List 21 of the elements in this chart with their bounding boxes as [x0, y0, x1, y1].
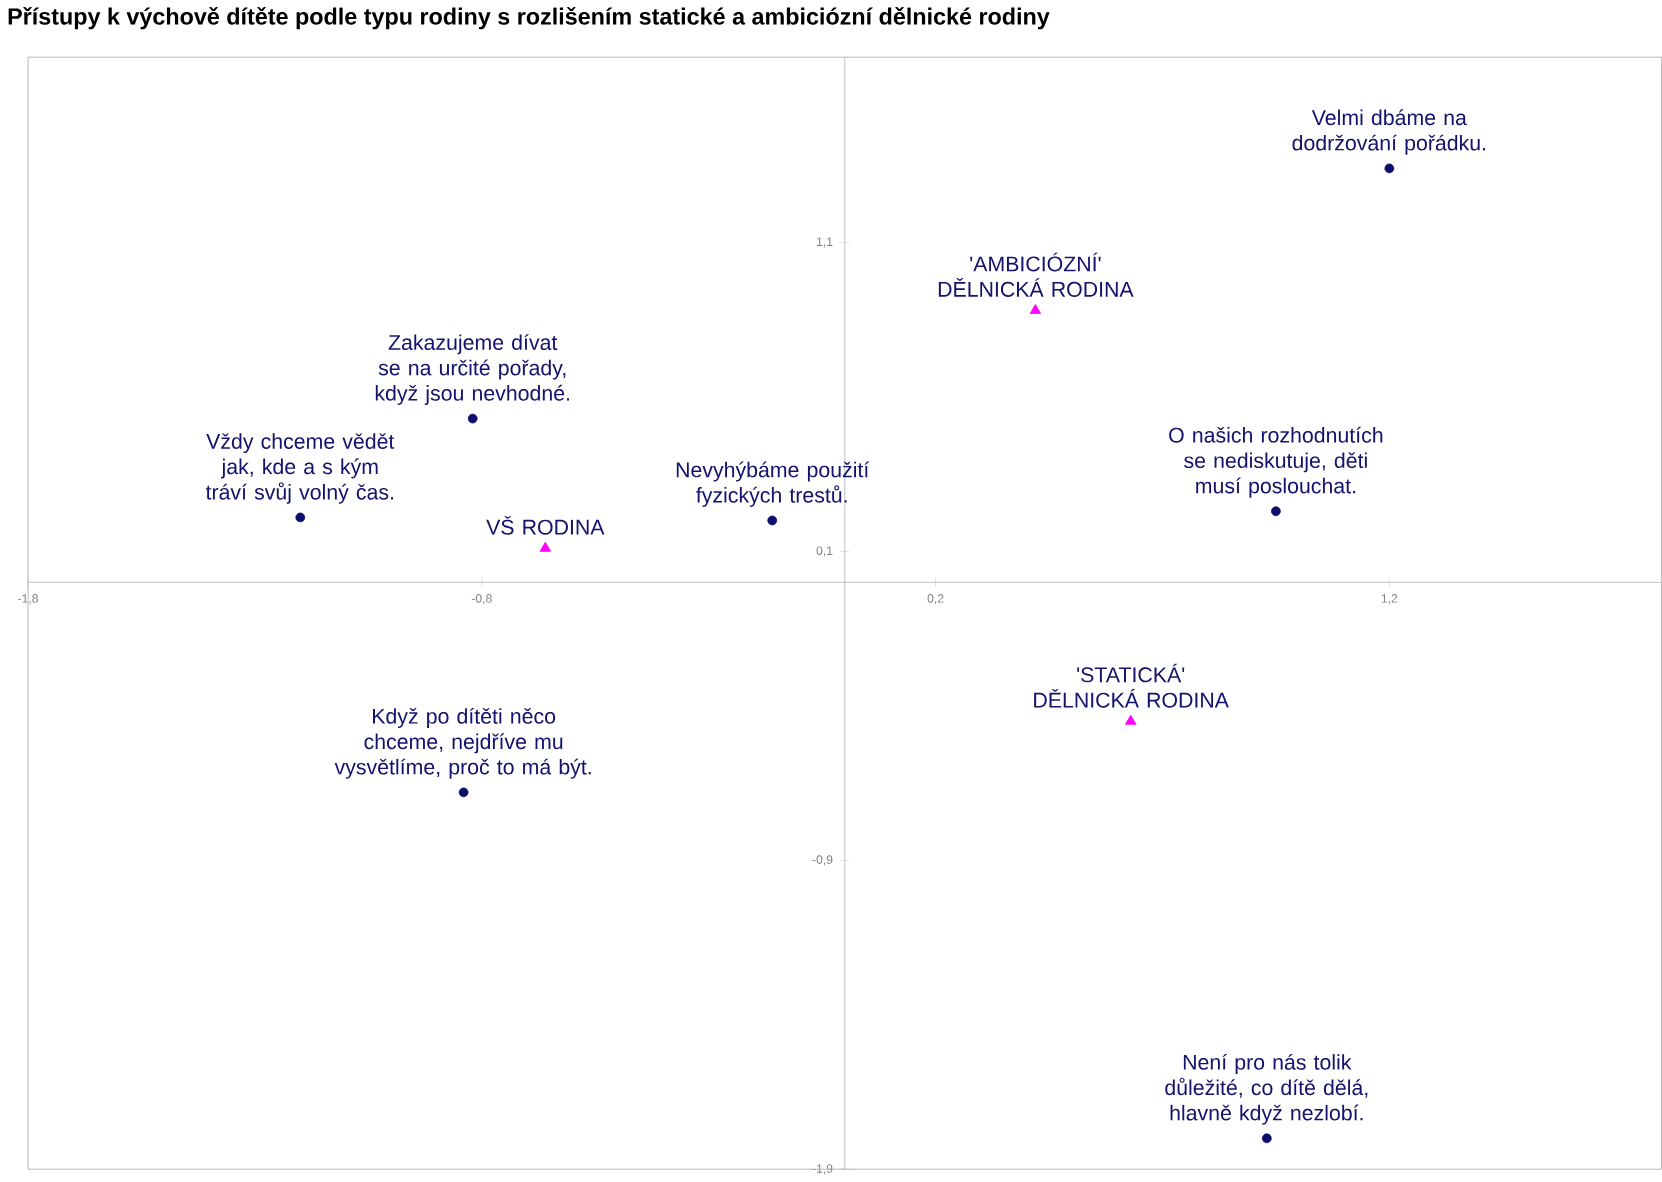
point	[1384, 163, 1395, 174]
annotation: Zakazujeme dívat se na určité pořady, když jsou nevhodné.	[375, 334, 570, 406]
point	[467, 414, 478, 424]
chart-title: Přístupy k výchově dítěte podle typu rodiny s rozlišením statické a ambiciózní dělnické rodiny	[8, 7, 1050, 30]
annotation: O našich rozhodnutích se nediskutuje, děti musí poslouchat.	[1169, 427, 1383, 498]
annotation: Velmi dbáme na dodržování pořádku.	[1292, 109, 1486, 156]
annotation: Není pro nás tolik důležité, co dítě dělá, hlavně když nezlobí.	[1165, 1054, 1368, 1126]
point	[1271, 506, 1281, 517]
annotation: VŠ RODINA	[486, 516, 605, 536]
annotation: 'AMBICIÓZNÍ' DĚLNICKÁ RODINA	[938, 253, 1134, 298]
point	[539, 542, 551, 553]
point	[1125, 715, 1137, 726]
point	[1029, 304, 1042, 315]
annotation: Nevyhýbáme použití fyzických trestů.	[676, 461, 870, 508]
point	[767, 515, 778, 526]
annotation: Vždy chceme vědět jak, kde a s kým tráví svůj volný čas.	[205, 433, 395, 505]
point	[458, 787, 469, 798]
point	[295, 512, 306, 523]
annotation: 'STATICKÁ' DĚLNICKÁ RODINA	[1034, 663, 1229, 709]
annotation: Když po dítěti něco chceme, nejdříve mu vysvětlíme, proč to má být.	[334, 708, 591, 780]
point	[1261, 1133, 1272, 1144]
